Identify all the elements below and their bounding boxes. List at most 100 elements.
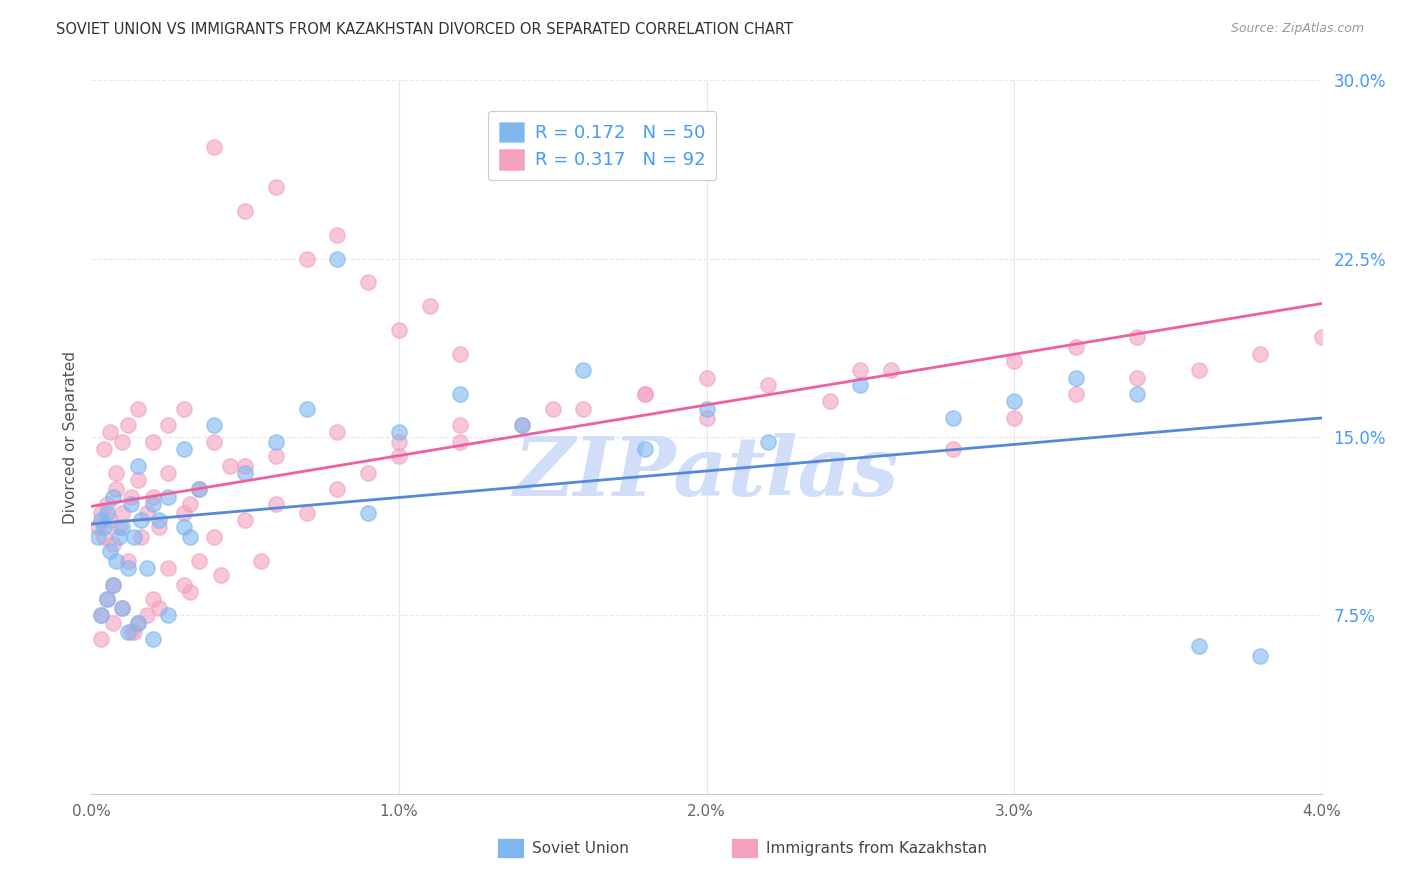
Point (86, 520, 108, 534)
Point (634, 387, 657, 401)
Point (124, 530, 146, 544)
Point (127, 473, 149, 487)
FancyBboxPatch shape (731, 838, 758, 858)
Point (1002, 354, 1025, 368)
Point (233, 204, 256, 219)
Point (1002, 411, 1025, 425)
Point (142, 490, 165, 504)
Point (295, 401, 318, 416)
Point (249, 554, 271, 568)
Point (173, 442, 195, 456)
Point (218, 458, 240, 473)
Point (388, 434, 411, 449)
Point (96, 591, 118, 606)
Point (124, 625, 146, 640)
Point (142, 632, 165, 647)
Point (142, 434, 165, 449)
Point (157, 490, 180, 504)
Point (1126, 387, 1149, 401)
Point (101, 490, 124, 504)
Point (96, 497, 118, 511)
Point (105, 466, 127, 480)
Point (388, 323, 411, 337)
Point (111, 506, 134, 520)
Point (98, 513, 121, 527)
Point (357, 276, 380, 290)
Point (849, 377, 872, 392)
Point (541, 401, 564, 416)
Legend: R = 0.172   N = 50, R = 0.317   N = 92: R = 0.172 N = 50, R = 0.317 N = 92 (488, 111, 716, 180)
Point (157, 608, 180, 623)
Point (1187, 363, 1209, 377)
Point (634, 387, 657, 401)
Point (880, 363, 903, 377)
Point (86, 530, 108, 544)
Point (142, 591, 165, 606)
Point (1310, 330, 1333, 344)
Point (93, 442, 115, 456)
Point (357, 506, 380, 520)
Point (173, 520, 195, 534)
Point (188, 554, 211, 568)
Point (1187, 640, 1209, 654)
Point (510, 418, 533, 433)
Point (695, 401, 717, 416)
Point (117, 625, 139, 640)
Point (101, 615, 124, 630)
Point (449, 347, 471, 361)
Point (188, 483, 211, 497)
Point (756, 377, 779, 392)
Point (98, 544, 121, 558)
Point (148, 520, 170, 534)
Point (202, 418, 225, 433)
Point (127, 458, 149, 473)
Y-axis label: Divorced or Separated: Divorced or Separated (62, 351, 77, 524)
Point (1064, 340, 1087, 354)
Point (173, 577, 195, 591)
Point (449, 418, 471, 433)
Point (326, 483, 349, 497)
Point (295, 252, 318, 266)
Point (108, 530, 131, 544)
Point (941, 411, 963, 425)
Point (357, 466, 380, 480)
Point (1126, 370, 1149, 384)
Point (96, 506, 118, 520)
Point (148, 513, 170, 527)
Point (135, 506, 157, 520)
Point (1126, 330, 1149, 344)
Point (135, 608, 157, 623)
Point (449, 434, 471, 449)
Point (127, 615, 149, 630)
Point (326, 425, 349, 440)
Point (388, 425, 411, 440)
Point (233, 458, 256, 473)
Point (173, 506, 195, 520)
Point (449, 387, 471, 401)
Point (818, 394, 841, 409)
Point (695, 411, 717, 425)
Point (179, 530, 201, 544)
Point (202, 434, 225, 449)
Point (295, 506, 318, 520)
Point (233, 466, 256, 480)
Point (90, 506, 112, 520)
Point (98, 425, 121, 440)
Point (90, 513, 112, 527)
Point (264, 449, 287, 463)
Point (129, 530, 152, 544)
Point (157, 418, 180, 433)
Point (326, 252, 349, 266)
Point (90, 608, 112, 623)
Point (135, 561, 157, 575)
Point (1064, 370, 1087, 384)
Point (264, 434, 287, 449)
Point (117, 418, 139, 433)
Text: SOVIET UNION VS IMMIGRANTS FROM KAZAKHSTAN DIVORCED OR SEPARATED CORRELATION CHA: SOVIET UNION VS IMMIGRANTS FROM KAZAKHST… (56, 22, 793, 37)
Point (93, 530, 115, 544)
Point (111, 434, 134, 449)
Point (388, 449, 411, 463)
Point (695, 370, 717, 384)
Point (419, 299, 441, 313)
Point (148, 601, 170, 615)
